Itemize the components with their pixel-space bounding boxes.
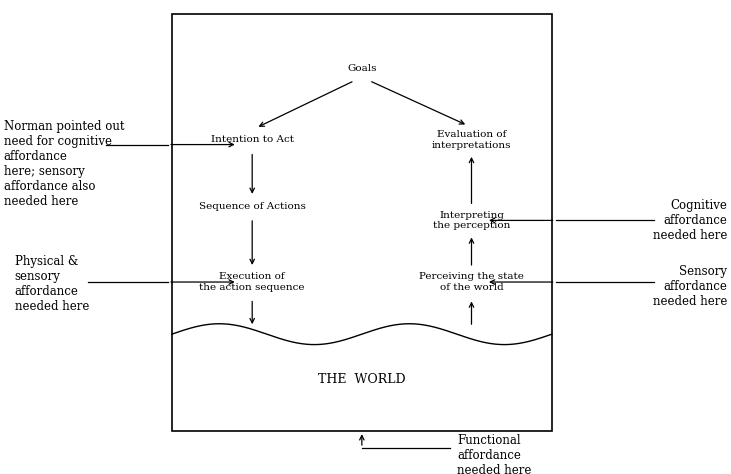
Text: Perceiving the state
of the world: Perceiving the state of the world [419,273,524,292]
Text: Intention to Act: Intention to Act [211,136,294,144]
Text: Sensory
affordance
needed here: Sensory affordance needed here [653,265,727,308]
Text: Norman pointed out
need for cognitive
affordance
here; sensory
affordance also
n: Norman pointed out need for cognitive af… [4,119,124,208]
Text: Evaluation of
interpretations: Evaluation of interpretations [432,130,511,149]
Text: Cognitive
affordance
needed here: Cognitive affordance needed here [653,199,727,242]
Text: Physical &
sensory
affordance
needed here: Physical & sensory affordance needed her… [15,255,89,313]
Text: Functional
affordance
needed here: Functional affordance needed here [457,434,531,474]
Text: THE  WORLD: THE WORLD [318,373,406,386]
Text: Sequence of Actions: Sequence of Actions [199,202,306,210]
Text: Interpreting
the perception: Interpreting the perception [433,211,510,230]
Text: Execution of
the action sequence: Execution of the action sequence [200,273,305,292]
Text: Goals: Goals [347,64,376,73]
